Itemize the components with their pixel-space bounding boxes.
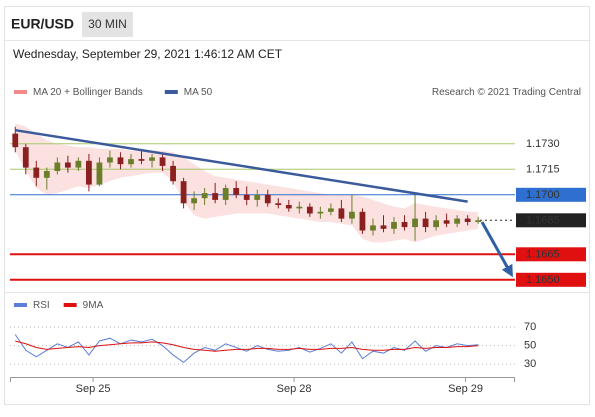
candle-body [212, 193, 219, 200]
price-label: 1.1650 [526, 274, 560, 286]
price-label-box [516, 213, 586, 228]
candle-body [96, 162, 103, 185]
candle-body [412, 218, 418, 228]
candle-body [170, 165, 176, 182]
price-label: 1.1715 [526, 164, 560, 176]
candle-body [233, 188, 240, 195]
timeframe: 30 MIN [88, 17, 127, 31]
candle-body [149, 157, 155, 161]
candle-body [454, 218, 461, 224]
symbol: EUR/USD [11, 16, 74, 32]
rsi-line [15, 340, 479, 352]
price-label-box [516, 247, 586, 262]
candle-body [475, 220, 482, 222]
candle-body [54, 162, 61, 171]
x-tick-label: Sep 25 [76, 383, 111, 395]
y-tick-label: 50 [524, 340, 536, 352]
x-tick-label: Sep 29 [448, 383, 483, 395]
price-label: 1.1665 [526, 249, 560, 261]
candle-body [86, 160, 92, 185]
candle-body [159, 157, 166, 166]
price-label: 1.1700 [526, 189, 560, 201]
candle-body [349, 211, 355, 219]
candle-body [285, 205, 292, 209]
candle-body [264, 194, 271, 204]
candle-body [433, 220, 439, 228]
price-label-box [516, 272, 586, 287]
candle-body [464, 218, 471, 222]
price-label: 1.1730 [526, 138, 560, 150]
legend-label: MA 50 [184, 87, 213, 98]
candle-body [327, 208, 334, 212]
candle-body [107, 157, 113, 163]
candle-body [128, 159, 134, 165]
candle-body [201, 193, 208, 199]
candle-body [64, 162, 71, 168]
candle-body [401, 222, 408, 228]
legend-label: RSI [33, 300, 50, 311]
panel-border [4, 6, 590, 405]
y-tick-label: 30 [524, 358, 536, 370]
candle-body [275, 203, 282, 205]
candle-body [43, 171, 50, 178]
trendline [15, 128, 468, 203]
legend-swatch [14, 90, 27, 94]
candle-body [317, 211, 324, 214]
legend-swatch [164, 90, 178, 94]
candle-body [338, 208, 345, 219]
candle-body [254, 194, 261, 200]
candle-body [138, 159, 145, 161]
candle-body [180, 181, 187, 204]
candle-body [12, 133, 19, 148]
candle-body [75, 160, 82, 168]
candle-body [306, 206, 313, 214]
candle-body [191, 198, 198, 204]
candle-body [222, 188, 229, 200]
candle-body [443, 220, 450, 224]
legend-label: MA 20 + Bollinger Bands [33, 87, 143, 98]
legend-swatch [63, 303, 77, 307]
rsi-chart: RSI 9MA 70 50 30 Sep 25 Sep 28 Sep 29 [10, 300, 536, 395]
candle-body [22, 147, 29, 168]
datetime: Wednesday, September 29, 2021 1:46:12 AM… [13, 47, 283, 61]
candle-body [33, 167, 40, 178]
legend-label: 9MA [83, 300, 104, 311]
candle-body [117, 157, 124, 165]
candle-body [380, 225, 387, 229]
candle-body [370, 225, 376, 231]
price-chart: MA 20 + Bollinger Bands MA 50 Research © 2… [10, 87, 586, 287]
timeframe-box [82, 12, 133, 37]
candle-body [296, 206, 303, 209]
candle-body [391, 222, 397, 229]
price-label: 1.1685 [526, 215, 560, 227]
candle-body [422, 218, 429, 228]
credit: Research © 2021 Trading Central [432, 87, 581, 98]
candle-body [359, 211, 366, 231]
legend-swatch [14, 303, 27, 307]
candle-body [243, 194, 250, 200]
price-label-box [516, 187, 586, 202]
y-tick-label: 70 [524, 321, 536, 333]
forecast-arrow [480, 221, 513, 278]
x-tick-label: Sep 28 [277, 383, 312, 395]
